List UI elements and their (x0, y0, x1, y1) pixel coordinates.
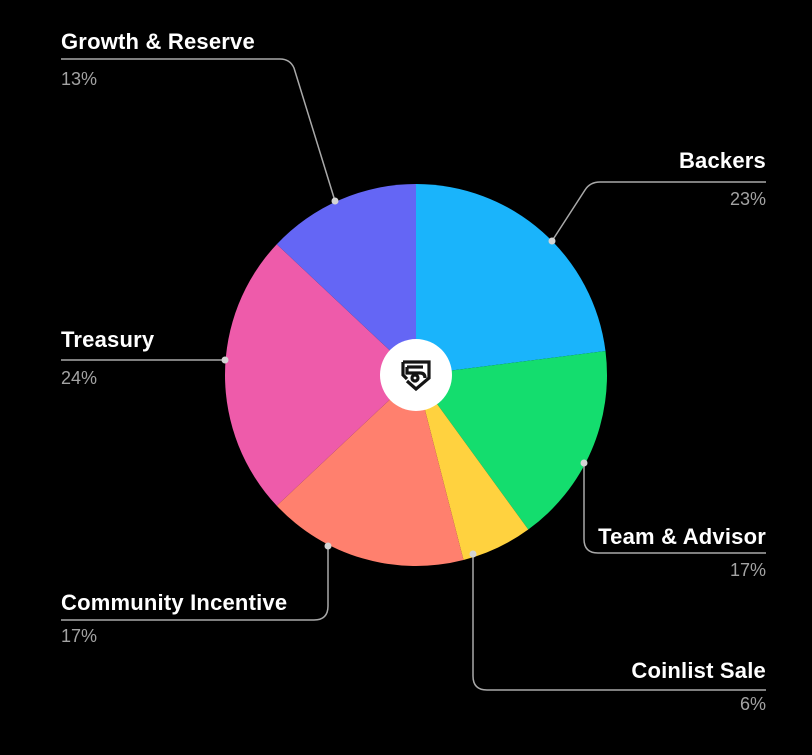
label-community-incentive: Community Incentive (61, 590, 288, 615)
dot-community-incentive (324, 542, 332, 550)
pct-backers: 23% (729, 189, 766, 209)
pct-growth-reserve: 13% (61, 69, 98, 89)
dot-backers (548, 237, 556, 245)
leader-dots (221, 197, 588, 558)
label-coinlist-sale: Coinlist Sale (631, 658, 766, 683)
label-backers: Backers (678, 148, 766, 173)
label-team-advisor: Team & Advisor (598, 524, 766, 549)
leader-line-coinlist-sale (472, 554, 766, 691)
pie-slices (225, 184, 607, 567)
pct-treasury: 24% (61, 368, 98, 388)
pie-slice-community-incentive (276, 375, 464, 567)
leader-line-community-incentive (61, 546, 329, 621)
leader-line-backers (551, 181, 766, 242)
pie-slice-backers (416, 184, 606, 375)
label-growth-reserve: Growth & Reserve (61, 29, 255, 54)
pct-team-advisor: 17% (729, 560, 766, 580)
label-treasury: Treasury (61, 327, 155, 352)
shield-s-logo-icon (401, 360, 431, 392)
dot-coinlist-sale (469, 550, 477, 558)
dot-team-advisor (580, 459, 588, 467)
dot-growth-reserve (331, 197, 339, 205)
dot-treasury (221, 356, 229, 364)
leader-line-team-advisor (583, 463, 766, 554)
pct-community-incentive: 17% (61, 626, 98, 646)
pie-slice-treasury (225, 244, 416, 506)
leader-lines (61, 58, 766, 691)
pie-slice-growth-reserve (276, 184, 416, 375)
leader-line-growth-reserve (61, 58, 336, 202)
pct-coinlist-sale: 6% (739, 694, 766, 714)
pie-slice-coinlist-sale (416, 375, 529, 560)
pie-slice-team-advisor (416, 351, 607, 530)
